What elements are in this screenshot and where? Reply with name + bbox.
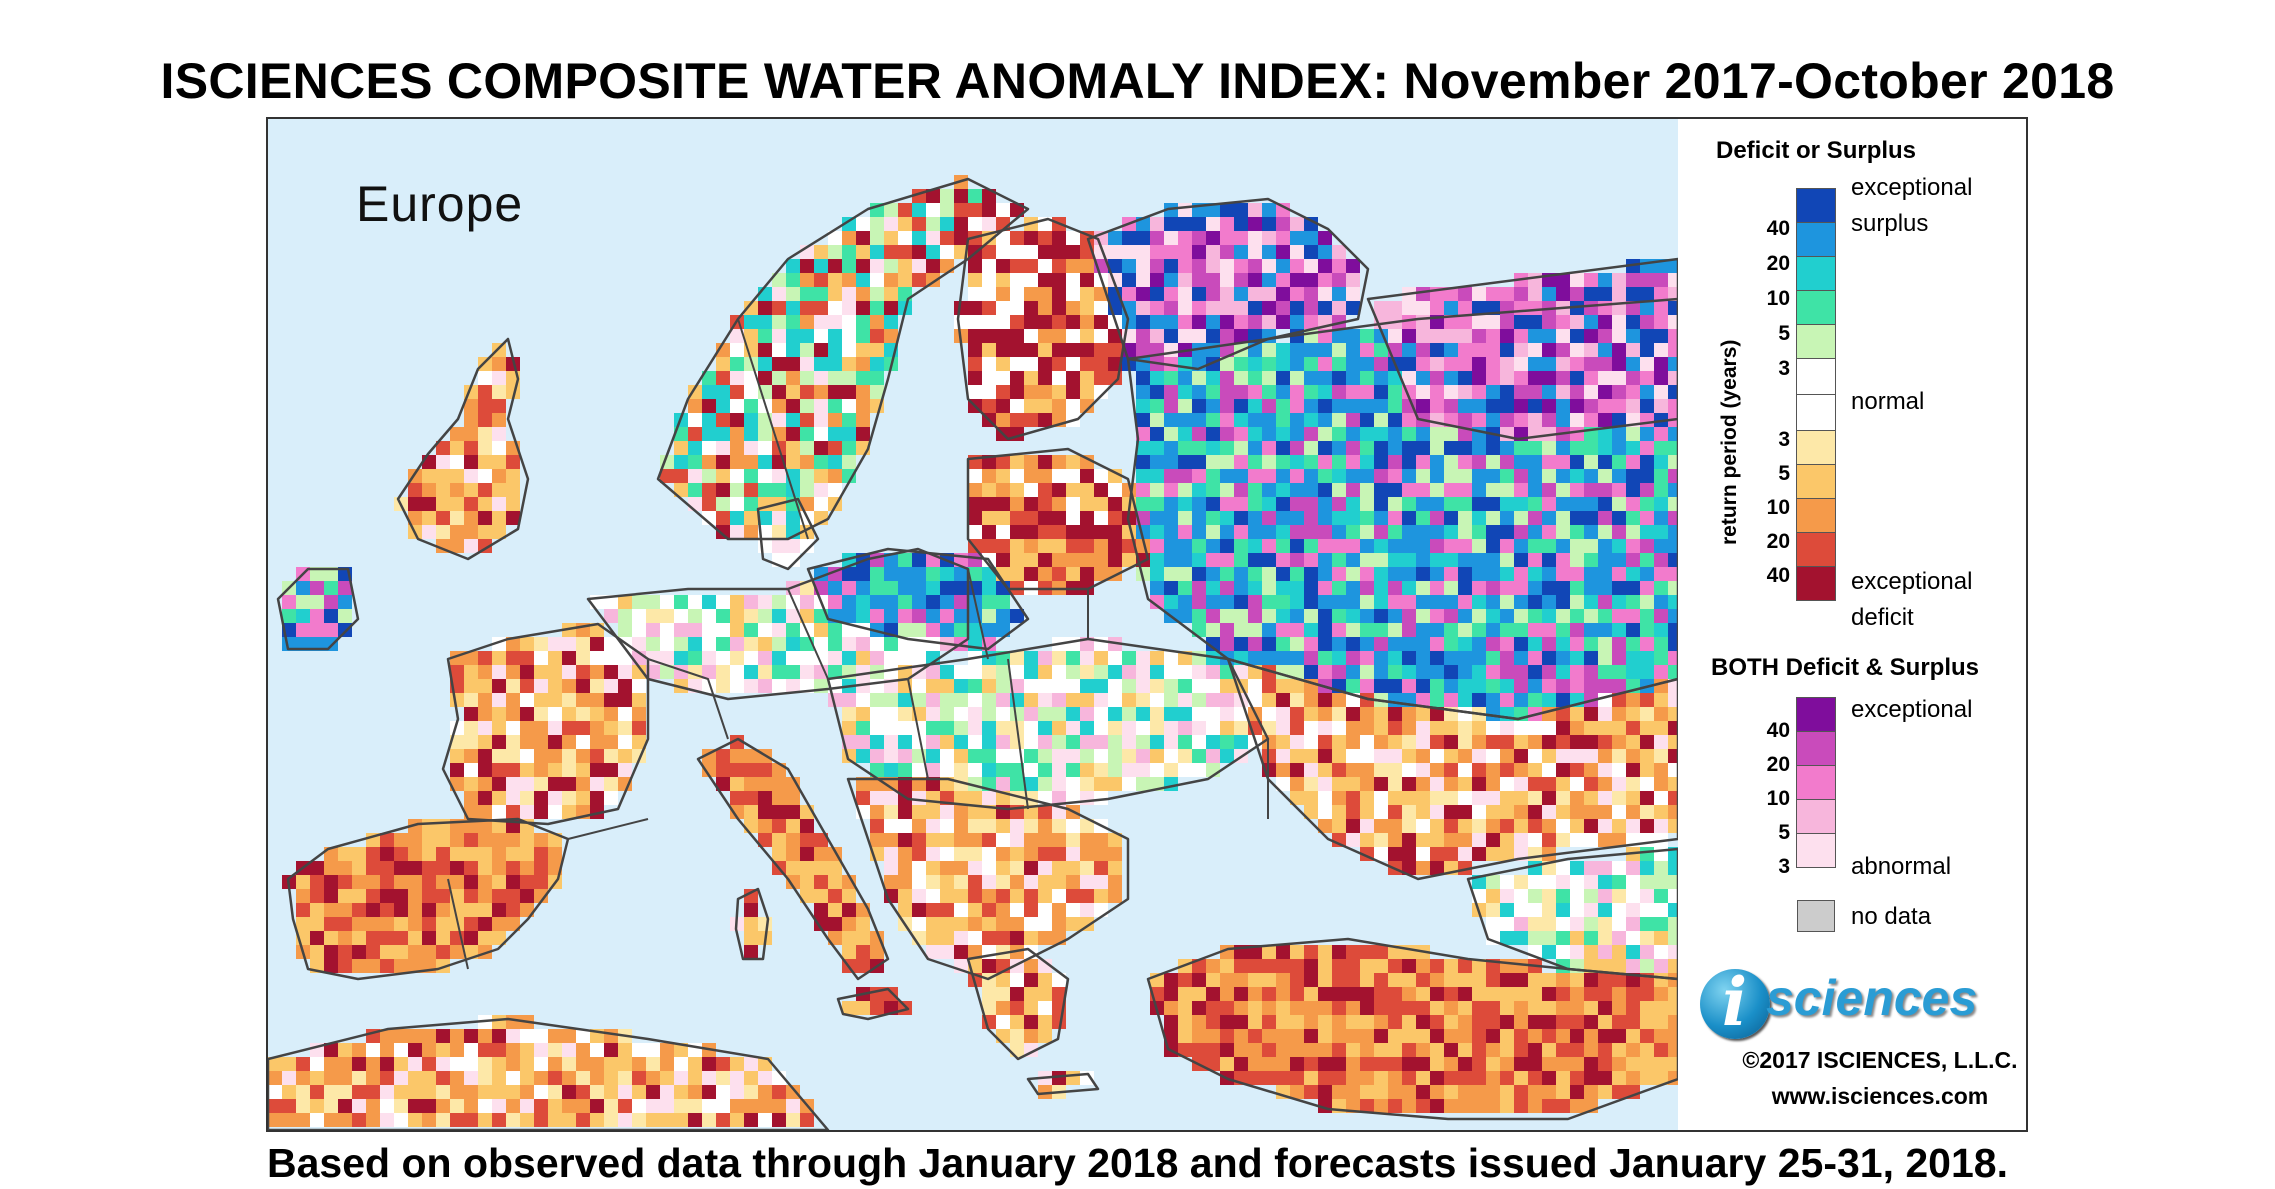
legend-swatch-both [1796,731,1836,766]
legend-exceptional-deficit-2: deficit [1851,604,1914,631]
logo-i: i [1722,963,1748,1041]
legend-swatch-ds [1796,324,1836,359]
tick-deficit-40: 40 [1766,564,1790,587]
legend-swatch-ds [1796,566,1836,601]
region-label: Europe [356,176,524,232]
legend-swatch-ds [1796,430,1836,465]
map-title: ISCIENCES COMPOSITE WATER ANOMALY INDEX:… [160,53,2115,109]
tick-deficit-5: 5 [1778,462,1790,485]
legend-both-exceptional: exceptional [1851,696,1973,723]
legend-swatch-both [1796,765,1836,800]
logo-text: sciences [1766,970,1978,1026]
legend-axis-label: return period (years) [1718,339,1741,545]
tick-surplus-10: 10 [1766,287,1790,310]
tick-deficit-20: 20 [1766,530,1790,553]
tick-both-5: 5 [1778,821,1790,844]
legend-no-data: no data [1851,903,1932,930]
legend-swatch-ds [1796,188,1836,223]
tick-deficit-3: 3 [1778,428,1790,451]
legend-swatch-ds [1796,532,1836,567]
tick-both-40: 40 [1766,719,1790,742]
legend-swatch-both [1796,697,1836,732]
tick-surplus-40: 40 [1766,217,1790,240]
legend-panel [1678,119,2026,1130]
legend-exceptional-surplus-2: surplus [1851,210,1929,237]
tick-both-3: 3 [1778,855,1790,878]
map-subtitle: Based on observed data through January 2… [267,1140,2008,1186]
tick-both-20: 20 [1766,753,1790,776]
legend-swatch-ds [1796,256,1836,291]
tick-surplus-5: 5 [1778,322,1790,345]
legend-both-abnormal: abnormal [1851,853,1952,880]
no-data-swatch [1797,900,1835,932]
tick-both-10: 10 [1766,787,1790,810]
logo-circle-icon [1700,969,1770,1039]
copyright: ©2017 ISCIENCES, L.L.C. [1742,1047,2018,1073]
country-borders [268,177,1678,1130]
tick-surplus-3: 3 [1778,357,1790,380]
map-frame: Europe [266,117,2028,1132]
legend-swatch-ds [1796,498,1836,533]
anomaly-cells [268,175,1678,1127]
legend-heading-deficit-surplus: Deficit or Surplus [1716,137,1917,164]
legend-swatch-both [1796,833,1836,868]
legend-heading-both: BOTH Deficit & Surplus [1711,654,1980,681]
legend-exceptional-deficit-1: exceptional [1851,568,1973,595]
legend-swatch-ds [1796,222,1836,257]
map-graphic [268,175,1678,1130]
legend-normal: normal [1851,388,1925,415]
legend-swatch-ds [1796,358,1836,395]
legend-exceptional-surplus-1: exceptional [1851,174,1973,201]
legend-swatch-ds [1796,394,1836,431]
tick-surplus-20: 20 [1766,252,1790,275]
legend-swatch-ds [1796,290,1836,325]
legend-swatch-ds [1796,464,1836,499]
legend-swatch-both [1796,799,1836,834]
europe-map[interactable]: Europe [268,119,1678,1130]
website-link[interactable]: www.isciences.com [1771,1083,1989,1109]
tick-deficit-10: 10 [1766,496,1790,519]
isciences-logo: i sciences [1700,963,2030,1043]
